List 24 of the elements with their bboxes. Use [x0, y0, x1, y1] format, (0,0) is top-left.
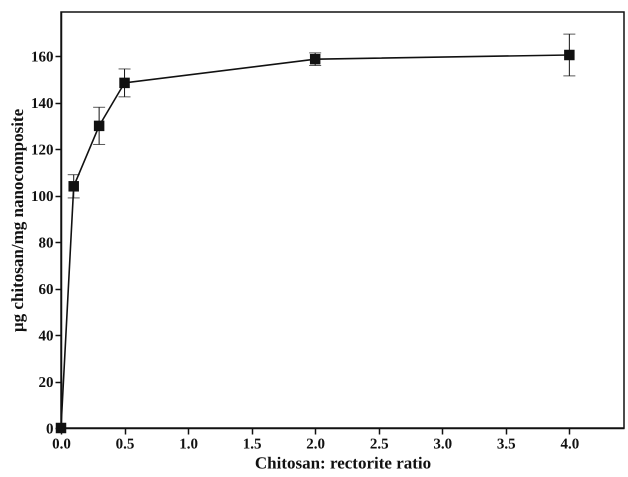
y-tick-label: 0 [46, 422, 54, 438]
y-tick-label: 80 [38, 236, 54, 252]
x-tick-label: 0.5 [116, 436, 134, 452]
x-tick-label: 1.0 [179, 436, 198, 452]
x-tick-label: 3.5 [496, 436, 516, 452]
y-tick-label: 100 [31, 189, 54, 206]
point [68, 181, 79, 192]
x-tick-label: 4.0 [560, 436, 580, 452]
x-tick-label: 1.5 [242, 436, 262, 452]
y-tick-label: 60 [38, 282, 54, 298]
y-tick-label: 40 [38, 328, 54, 345]
x-tick-label: 2.5 [370, 436, 389, 452]
point [564, 50, 575, 60]
y-tick-label: 140 [31, 96, 54, 112]
x-tick-label: 3.0 [433, 436, 452, 452]
x-tick-label: 0.0 [52, 436, 71, 452]
x-tick-label: 2.0 [306, 436, 326, 452]
y-tick-label: 20 [38, 375, 54, 392]
point [94, 120, 104, 132]
y-axis-title: µg chitosan/mg nanocomposite [8, 108, 27, 332]
y-tick-label: 160 [31, 50, 54, 66]
point [119, 78, 130, 88]
y-tick-label: 120 [31, 142, 54, 159]
x-axis-title: Chitosan: rectorite ratio [254, 454, 432, 472]
